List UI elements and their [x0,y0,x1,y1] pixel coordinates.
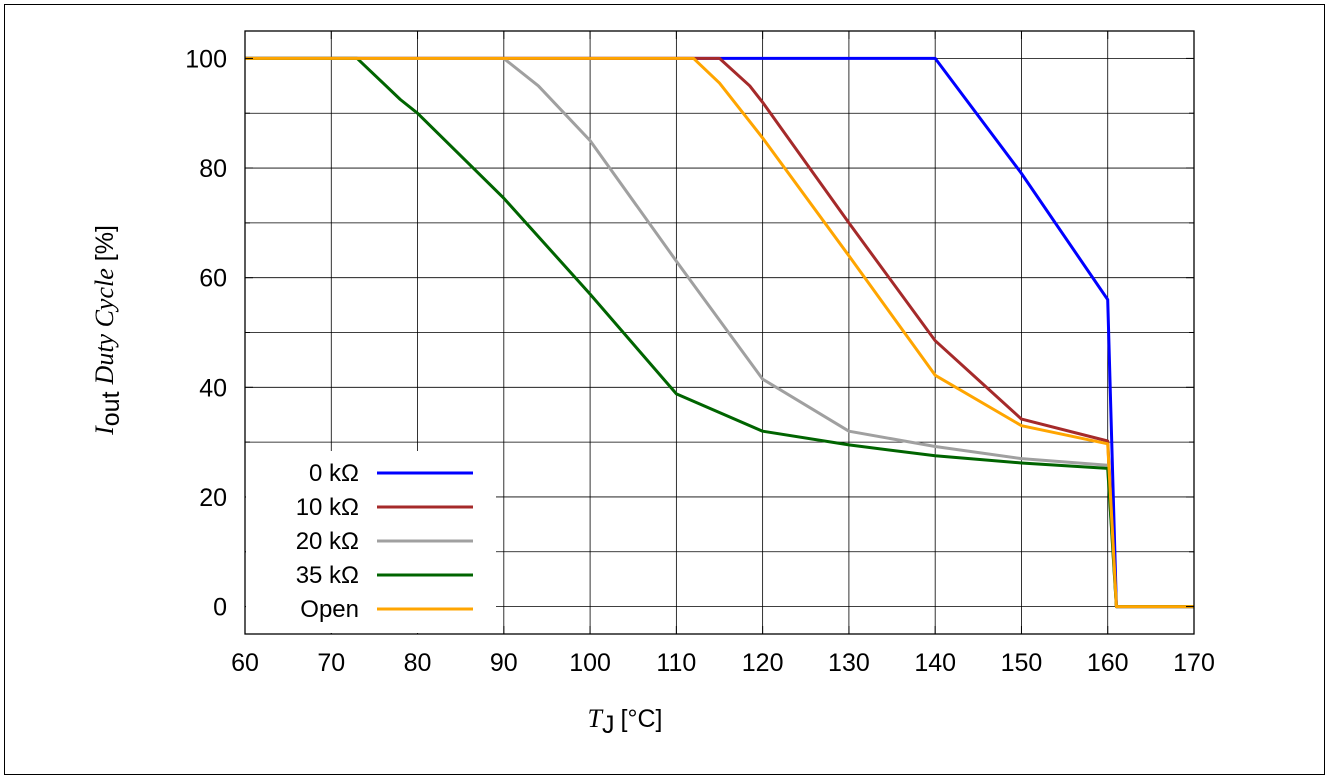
line-chart: 60 70 80 90 100 110 120 130 140 150 160 170 0 20 40 60… [90,30,1215,739]
x-tick-label: 100 [569,649,611,677]
x-tick-label: 170 [1173,649,1215,677]
tick-marks [244,31,1195,634]
x-tick-label: 70 [317,649,345,677]
x-tick-label: 90 [490,649,518,677]
y-tick-label: 80 [199,155,227,183]
legend-label: Open [300,596,359,623]
series-line-3 [245,56,1194,609]
y-axis-symbol: I [90,425,119,436]
series-lines [245,56,1194,609]
legend-label: 35 kΩ [296,562,359,589]
x-axis-unit: [°C] [621,705,663,733]
y-axis-title: Duty Cycle [90,268,119,385]
x-tick-label: 140 [914,649,956,677]
x-tick-label: 110 [656,649,696,677]
x-axis-label: TJ [°C] [588,704,663,739]
x-axis-subscript: J [602,711,615,739]
x-tick-label: 150 [1001,649,1043,677]
x-tick-labels: 60 70 80 90 100 110 120 130 140 150 160 170 [231,649,1215,677]
y-tick-label: 0 [213,594,227,622]
y-tick-label: 20 [199,484,227,512]
x-tick-label: 60 [231,649,259,677]
series-line-4 [245,56,1194,609]
legend: 0 kΩ 10 kΩ 20 kΩ 35 kΩ Open [246,451,496,633]
y-tick-label: 40 [199,374,227,402]
legend-label: 0 kΩ [309,460,359,487]
x-axis-symbol: T [588,704,604,733]
chart-frame: 60 70 80 90 100 110 120 130 140 150 160 170 0 20 40 60… [4,4,1325,775]
legend-label: 10 kΩ [296,494,359,521]
x-tick-label: 160 [1087,649,1129,677]
legend-label: 20 kΩ [296,528,359,555]
y-axis-unit: [%] [91,225,119,261]
y-tick-label: 60 [199,265,227,293]
y-tick-labels: 0 20 40 60 80 100 [185,45,227,621]
x-tick-label: 80 [404,649,432,677]
x-tick-label: 130 [828,649,870,677]
x-tick-label: 120 [742,649,784,677]
y-axis-label: Iout Duty Cycle [%] [90,225,125,436]
y-axis-subscript: out [97,391,125,426]
y-tick-label: 100 [185,45,227,73]
